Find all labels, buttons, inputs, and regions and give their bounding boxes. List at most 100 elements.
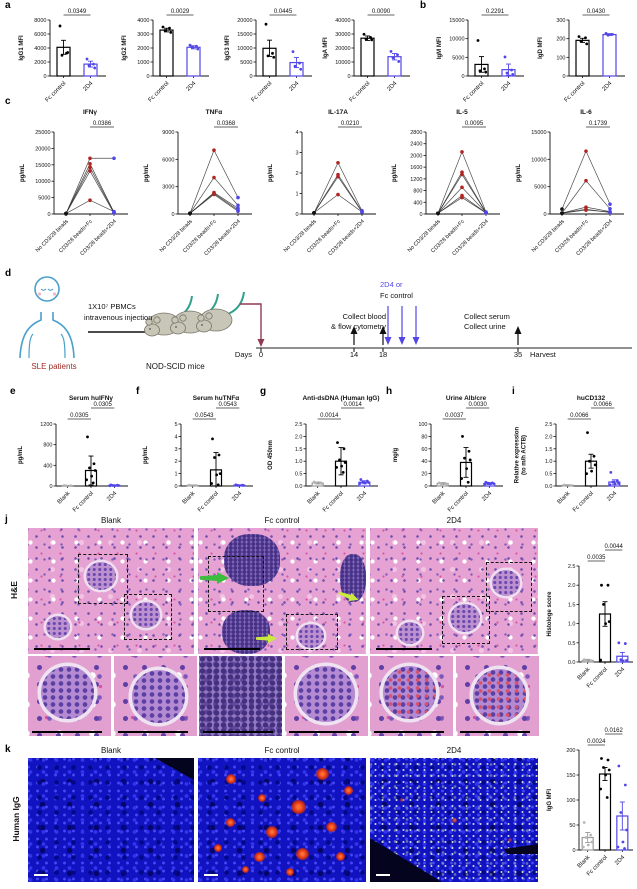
svg-text:0.2291: 0.2291 <box>486 9 505 15</box>
svg-text:0: 0 <box>461 74 464 80</box>
svg-text:20000: 20000 <box>35 146 50 152</box>
scale-bar <box>289 731 359 733</box>
svg-text:1.0: 1.0 <box>568 622 576 628</box>
svg-text:pg/mL: pg/mL <box>392 164 398 182</box>
svg-text:5000: 5000 <box>240 60 252 66</box>
scale-bar <box>376 648 432 650</box>
svg-text:2D4: 2D4 <box>481 490 493 502</box>
svg-text:0.5: 0.5 <box>295 472 303 478</box>
svg-text:0: 0 <box>543 212 546 218</box>
days-label: Days <box>234 350 252 359</box>
svg-text:0.0305: 0.0305 <box>93 402 112 408</box>
svg-text:2000: 2000 <box>34 60 46 66</box>
svg-text:400: 400 <box>43 463 52 469</box>
svg-text:15000: 15000 <box>35 163 50 169</box>
green-arrow-icon <box>200 572 229 584</box>
svg-text:3000: 3000 <box>162 185 174 191</box>
svg-text:1600: 1600 <box>410 165 422 171</box>
scale-bar <box>203 731 273 733</box>
he-image-fc-control <box>198 528 366 654</box>
svg-text:Serum huIFNγ: Serum huIFNγ <box>69 395 113 402</box>
yellow-arrow-icon <box>256 634 277 643</box>
svg-text:0.0349: 0.0349 <box>68 9 87 15</box>
svg-text:200: 200 <box>556 37 565 43</box>
svg-text:IL-6: IL-6 <box>580 109 592 116</box>
human-igg-row-label: Human IgG <box>11 796 21 842</box>
svg-text:0.0430: 0.0430 <box>587 9 606 15</box>
svg-text:4: 4 <box>295 130 298 136</box>
svg-text:2D4: 2D4 <box>356 490 368 502</box>
treatment-label-fc: Fc control <box>380 291 413 300</box>
svg-text:IgG MFI: IgG MFI <box>547 789 553 811</box>
svg-text:15000: 15000 <box>449 18 464 24</box>
svg-text:25000: 25000 <box>35 130 50 136</box>
svg-text:10000: 10000 <box>237 46 252 52</box>
svg-text:Relative expression: Relative expression <box>515 426 521 483</box>
svg-text:6000: 6000 <box>34 32 46 38</box>
svg-text:2D4: 2D4 <box>614 666 626 678</box>
svg-text:0.0090: 0.0090 <box>372 9 391 15</box>
he-inset-fc-2 <box>285 656 368 736</box>
svg-text:Anti-dsDNA (Human IgG): Anti-dsDNA (Human IgG) <box>302 395 379 402</box>
svg-text:Blank: Blank <box>182 490 198 506</box>
svg-text:1: 1 <box>295 192 298 198</box>
experiment-timeline-diagram <box>19 276 632 359</box>
panel-g-label: g <box>260 386 267 397</box>
svg-text:Blank: Blank <box>577 854 593 870</box>
chart-igm-mfi: 0.2291 0 5000 10000 15000 IgM MFI Fc control 2D… <box>437 9 524 104</box>
svg-text:200: 200 <box>566 748 575 754</box>
svg-text:2.0: 2.0 <box>568 583 576 589</box>
chart-il5: 0.0095 IL-5 0 400 800 1200 1600 2000 2400 2800 pg/… <box>392 109 500 257</box>
svg-text:0.1739: 0.1739 <box>589 121 608 127</box>
svg-text:pg/mL: pg/mL <box>18 446 24 464</box>
svg-text:0: 0 <box>419 212 422 218</box>
scale-bar <box>204 648 260 650</box>
svg-text:Fc control: Fc control <box>349 81 372 104</box>
svg-text:20000: 20000 <box>237 18 252 24</box>
svg-text:0.0: 0.0 <box>545 484 553 490</box>
svg-text:IgG2 MFI: IgG2 MFI <box>122 35 128 61</box>
day-18-label: 18 <box>378 350 388 359</box>
svg-text:2: 2 <box>174 459 177 465</box>
svg-text:0: 0 <box>295 212 298 218</box>
svg-text:4000: 4000 <box>137 18 149 24</box>
svg-text:mg/g: mg/g <box>393 448 399 463</box>
svg-text:Blank: Blank <box>432 490 448 506</box>
svg-text:IL-5: IL-5 <box>456 109 468 116</box>
svg-text:10000: 10000 <box>531 157 546 163</box>
panel-f-label: f <box>136 386 140 397</box>
svg-text:Fc control: Fc control <box>564 81 587 104</box>
svg-text:Urine Alb/cre: Urine Alb/cre <box>446 395 487 402</box>
panel-k-label: k <box>5 744 11 755</box>
if-image-2d4 <box>370 758 538 882</box>
svg-text:1.5: 1.5 <box>545 447 553 453</box>
day-35-label: 35 <box>513 350 523 359</box>
svg-text:400: 400 <box>413 200 422 206</box>
svg-text:1.5: 1.5 <box>295 447 303 453</box>
sampling-arrow-icons <box>350 326 522 345</box>
he-image-2d4 <box>370 528 538 654</box>
svg-text:10000: 10000 <box>449 37 464 43</box>
svg-text:0: 0 <box>171 212 174 218</box>
sle-patients-label: SLE patients <box>31 362 77 371</box>
svg-text:4: 4 <box>174 434 177 440</box>
panel-a-label: a <box>5 0 11 11</box>
he-image-blank <box>28 528 194 654</box>
svg-text:0: 0 <box>347 74 350 80</box>
svg-text:0.5: 0.5 <box>568 641 576 647</box>
svg-text:0.0: 0.0 <box>295 484 303 490</box>
svg-text:IFNγ: IFNγ <box>83 109 97 116</box>
svg-text:0.0037: 0.0037 <box>445 413 464 419</box>
svg-text:15000: 15000 <box>531 130 546 136</box>
svg-text:2800: 2800 <box>410 130 422 136</box>
svg-text:Fc control: Fc control <box>463 81 486 104</box>
svg-text:9000: 9000 <box>162 130 174 136</box>
svg-text:2D4: 2D4 <box>231 490 243 502</box>
svg-text:0: 0 <box>43 74 46 80</box>
svg-text:1.5: 1.5 <box>568 602 576 608</box>
svg-text:2D4: 2D4 <box>386 80 398 92</box>
svg-text:0.0210: 0.0210 <box>341 121 360 127</box>
